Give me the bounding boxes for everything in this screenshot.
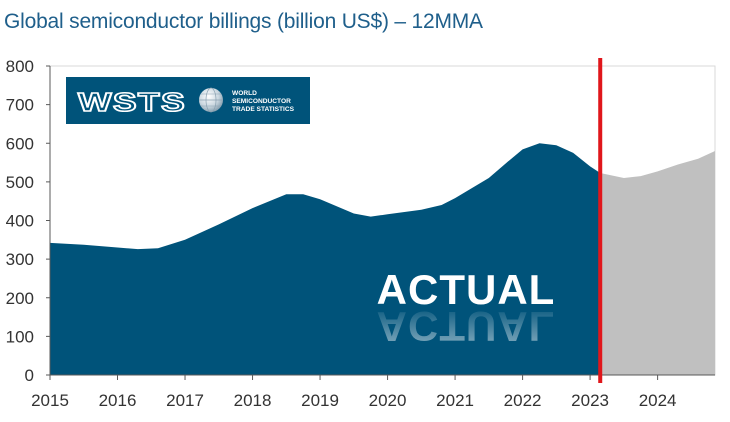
logo-line-1: WORLD [232, 90, 257, 97]
chart-title: Global semiconductor billings (billion U… [4, 10, 483, 33]
logo-line-2: SEMICONDUCTOR [232, 98, 291, 105]
x-tick-label: 2017 [166, 391, 204, 410]
y-tick-label: 200 [6, 289, 34, 308]
wsts-logo: WSTS WORLD SEMICONDUCTOR TRADE STATISTIC… [66, 77, 310, 124]
y-tick-label: 400 [6, 212, 34, 231]
x-tick-labels: 2015 2016 2017 2018 2019 2020 2021 2022 2023 2024 [31, 375, 677, 410]
y-tick-label: 300 [6, 250, 34, 269]
actual-label-reflection: ACTUAL [377, 303, 556, 350]
x-tick-label: 2015 [31, 391, 69, 410]
x-tick-label: 2021 [436, 391, 474, 410]
x-tick-label: 2019 [301, 391, 339, 410]
globe-icon [199, 87, 223, 113]
logo-background [66, 77, 310, 124]
y-tick-labels: 0 100 200 300 400 500 600 700 800 [6, 57, 50, 385]
y-tick-label: 600 [6, 134, 34, 153]
logo-line-3: TRADE STATISTICS [232, 106, 295, 113]
x-tick-label: 2020 [369, 391, 407, 410]
logo-wordmark: WSTS [78, 87, 186, 117]
x-tick-label: 2016 [99, 391, 137, 410]
y-tick-label: 100 [6, 327, 34, 346]
y-tick-label: 700 [6, 96, 34, 115]
y-tick-label: 0 [25, 366, 34, 385]
x-tick-label: 2024 [639, 391, 677, 410]
x-tick-label: 2023 [571, 391, 609, 410]
actual-area [50, 143, 601, 375]
y-tick-label: 500 [6, 173, 34, 192]
actual-label: ACTUAL [377, 266, 556, 313]
forecast-area [600, 151, 715, 375]
x-tick-label: 2018 [234, 391, 272, 410]
y-tick-label: 800 [6, 57, 34, 76]
x-tick-label: 2022 [504, 391, 542, 410]
